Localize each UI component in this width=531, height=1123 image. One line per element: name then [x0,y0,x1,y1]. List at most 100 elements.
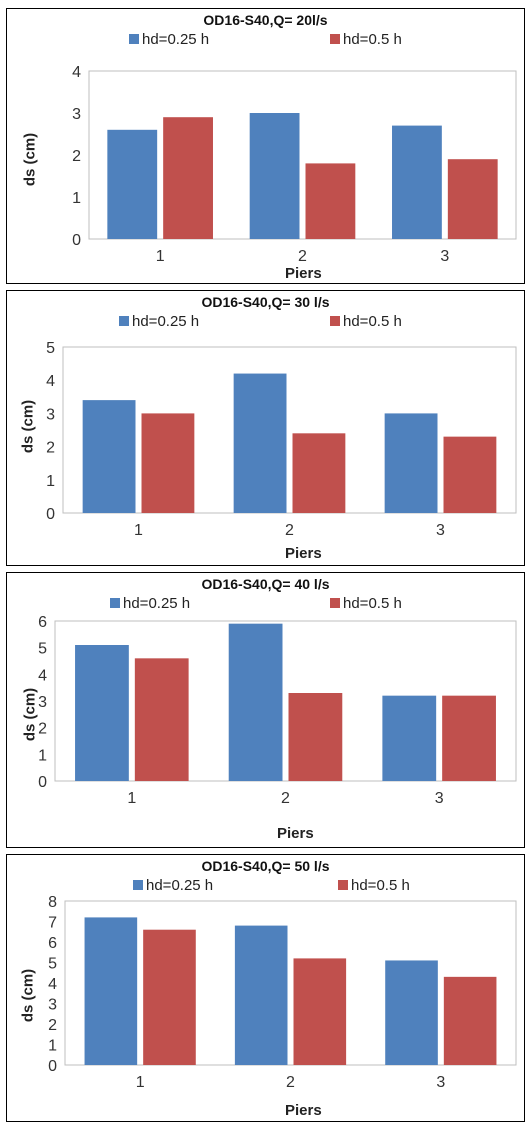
plot-area-frame [62,346,517,514]
y-tick-label: 3 [72,106,81,123]
chart-4-legend-a: hd=0.25 h [133,877,213,894]
y-tick-label: 0 [38,774,47,791]
chart-1-title: OD16-S40,Q= 20l/s [203,12,328,28]
x-tick-label: 3 [436,522,445,539]
chart-2-legend-a: hd=0.25 h [119,313,199,330]
x-tick-label: 3 [440,248,449,265]
bar-hd-05-pier-2 [293,958,347,1065]
y-tick-label: 2 [46,440,55,457]
plot-area-frame [64,900,517,1066]
y-tick-label: 8 [48,894,57,911]
y-tick-label: 2 [38,721,47,738]
bar-hd-025-pier-1 [75,645,129,781]
chart-2-xlabel: Piers [285,545,322,562]
legend-swatch-blue [110,598,120,608]
legend-swatch-red [330,316,340,326]
x-tick-label: 1 [156,248,165,265]
chart-4-xlabel: Piers [285,1102,322,1119]
bar-hd-025-pier-1 [84,917,138,1065]
y-tick-label: 4 [48,976,57,993]
bar-hd-05-pier-2 [305,163,356,239]
x-tick-label: 3 [435,790,444,807]
bar-hd-05-pier-3 [443,976,497,1065]
y-tick-label: 7 [48,915,57,932]
bar-hd-05-pier-3 [447,159,498,239]
y-tick-label: 1 [38,747,47,764]
bar-hd-05-pier-2 [292,433,346,513]
bar-hd-05-pier-1 [141,413,195,513]
chart-panel-4: 0 1 2 3 4 5 6 7 8 1 2 3 OD16-S40,Q= 50 l/s hd=0.25 … [6,854,525,1122]
plot-area-frame [88,70,517,240]
chart-3-xlabel: Piers [277,825,314,842]
bar-hd-025-pier-3 [385,960,438,1065]
bar-hd-025-pier-2 [249,113,300,239]
y-tick-label: 3 [38,694,47,711]
chart-3-plot: 0 1 2 3 4 5 6 1 2 3 [38,614,517,807]
y-tick-label: 1 [48,1038,57,1055]
x-tick-label: 2 [285,522,294,539]
bar-hd-025-pier-2 [233,373,287,513]
y-tick-label: 6 [48,935,57,952]
x-tick-label: 2 [286,1074,295,1091]
y-tick-label: 0 [72,232,81,249]
y-tick-label: 3 [46,406,55,423]
y-tick-label: 6 [38,614,47,631]
chart-4-plot: 0 1 2 3 4 5 6 7 8 1 2 3 [48,894,517,1091]
chart-3-legend-b: hd=0.5 h [330,595,402,612]
y-tick-label: 1 [46,473,55,490]
y-tick-label: 5 [48,956,57,973]
y-tick-label: 4 [38,667,47,684]
y-tick-label: 3 [48,997,57,1014]
chart-4-ylabel: ds (cm) [19,968,37,1023]
chart-4-title: OD16-S40,Q= 50 l/s [201,858,330,874]
legend-swatch-blue [119,316,129,326]
y-tick-label: 5 [46,340,55,357]
chart-3-legend-a: hd=0.25 h [110,595,190,612]
bar-hd-05-pier-3 [442,695,496,781]
bar-hd-05-pier-1 [163,117,213,239]
chart-1-xlabel: Piers [285,265,322,282]
chart-3-title: OD16-S40,Q= 40 l/s [201,576,330,592]
x-tick-label: 1 [127,790,136,807]
chart-2-ylabel: ds (cm) [19,399,37,454]
bar-hd-025-pier-1 [107,129,158,239]
bar-hd-025-pier-2 [228,623,283,781]
bar-hd-025-pier-3 [382,695,437,781]
y-tick-label: 0 [48,1058,57,1075]
bar-hd-05-pier-1 [134,658,189,781]
bar-hd-025-pier-3 [384,413,438,513]
chart-2-plot: 0 1 2 3 4 5 1 2 3 [46,340,517,539]
x-tick-label: 2 [281,790,290,807]
y-tick-label: 4 [72,64,81,81]
chart-1-legend-b: hd=0.5 h [330,31,402,48]
x-tick-label: 2 [298,248,307,265]
y-tick-label: 2 [72,148,81,165]
chart-2-title: OD16-S40,Q= 30 l/s [201,294,330,310]
y-tick-label: 1 [72,190,81,207]
chart-panel-2: 0 1 2 3 4 5 1 2 3 OD16-S40,Q= 30 l/s hd=0.25 h h… [6,290,525,566]
plot-area-frame [54,620,517,782]
bar-hd-025-pier-1 [82,400,136,513]
legend-swatch-blue [129,34,139,44]
y-tick-label: 2 [48,1017,57,1034]
bar-hd-025-pier-3 [392,125,442,239]
bar-hd-025-pier-2 [234,925,288,1065]
x-tick-label: 1 [134,522,143,539]
bar-hd-05-pier-1 [143,929,196,1065]
legend-swatch-blue [133,880,143,890]
chart-3-ylabel: ds (cm) [21,687,39,742]
chart-4-legend-b: hd=0.5 h [338,877,410,894]
x-tick-label: 3 [436,1074,445,1091]
bar-hd-05-pier-3 [443,436,497,513]
bar-hd-05-pier-2 [288,693,343,781]
y-tick-label: 4 [46,373,55,390]
chart-1-legend-a: hd=0.25 h [129,31,209,48]
legend-swatch-red [330,34,340,44]
chart-1-ylabel: ds (cm) [21,132,39,187]
legend-swatch-red [330,598,340,608]
y-tick-label: 0 [46,506,55,523]
x-tick-label: 1 [136,1074,145,1091]
chart-1-plot: 0 1 2 3 4 1 2 3 [72,64,517,265]
y-tick-label: 5 [38,641,47,658]
